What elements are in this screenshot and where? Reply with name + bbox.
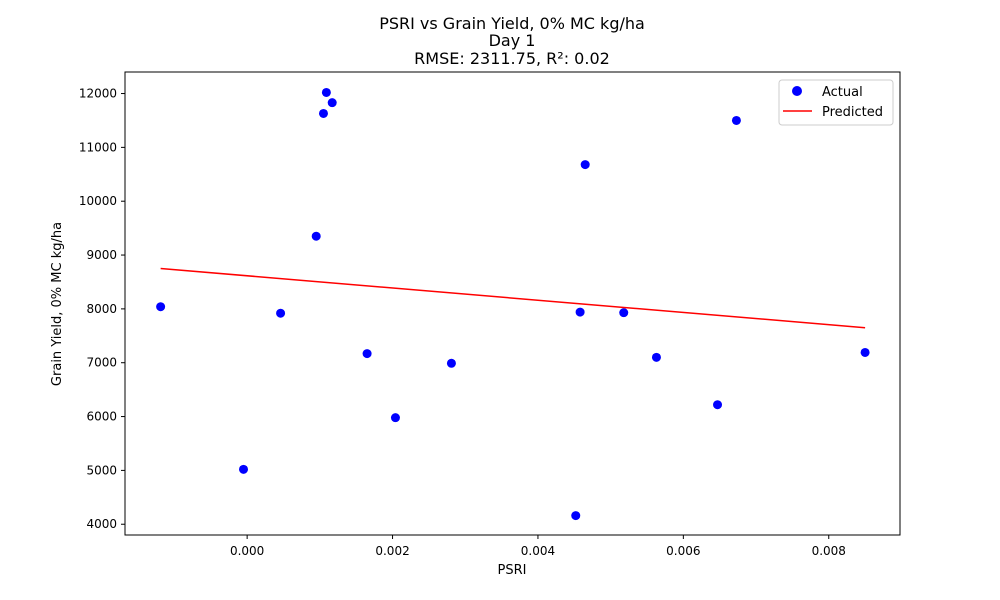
data-point <box>327 98 337 108</box>
x-tick-label: 0.006 <box>666 544 700 558</box>
data-point <box>362 349 372 359</box>
y-tick-label: 12000 <box>79 87 117 101</box>
axes-frame <box>124 71 901 536</box>
data-point <box>239 464 249 474</box>
y-tick-label: 9000 <box>86 248 117 262</box>
legend-marker-actual <box>792 86 802 96</box>
y-axis-label: Grain Yield, 0% MC kg/ha <box>50 222 65 386</box>
data-point <box>318 108 328 118</box>
x-tick-label: 0.000 <box>230 544 264 558</box>
chart-title-line-2: Day 1 <box>489 31 536 50</box>
y-tick-label: 5000 <box>86 463 117 477</box>
y-tick-label: 8000 <box>86 302 117 316</box>
data-point <box>446 358 456 368</box>
y-tick-label: 6000 <box>86 410 117 424</box>
y-tick-label: 4000 <box>86 517 117 531</box>
predicted-line <box>160 267 866 329</box>
data-point <box>311 231 321 241</box>
data-point <box>276 308 286 318</box>
legend-label-predicted: Predicted <box>822 105 883 120</box>
x-tick-label: 0.002 <box>375 544 409 558</box>
chart-title-line-1: PSRI vs Grain Yield, 0% MC kg/ha <box>379 14 645 33</box>
data-point <box>575 307 585 317</box>
data-point <box>731 115 741 125</box>
data-point <box>156 302 166 312</box>
x-tick-label: 0.004 <box>521 544 555 558</box>
y-tick-label: 7000 <box>86 356 117 370</box>
legend-frame <box>778 79 894 126</box>
x-axis-label: PSRI <box>498 563 527 578</box>
data-point <box>571 511 581 521</box>
data-point <box>580 160 590 170</box>
legend: Actual Predicted <box>778 79 894 126</box>
data-point <box>860 347 870 357</box>
data-point <box>390 413 400 423</box>
x-tick-label: 0.008 <box>812 544 846 558</box>
data-point <box>713 400 723 410</box>
y-tick-label: 11000 <box>79 140 117 154</box>
legend-label-actual: Actual <box>822 85 863 100</box>
data-point <box>619 308 629 318</box>
y-tick-label: 10000 <box>79 194 117 208</box>
data-point <box>651 352 661 362</box>
chart-title-line-3: RMSE: 2311.75, R²: 0.02 <box>414 49 610 68</box>
plot-area: 0.000 0.002 0.004 0.006 0.008 4000 5000 6000 700… <box>79 71 901 558</box>
data-point <box>321 87 331 97</box>
